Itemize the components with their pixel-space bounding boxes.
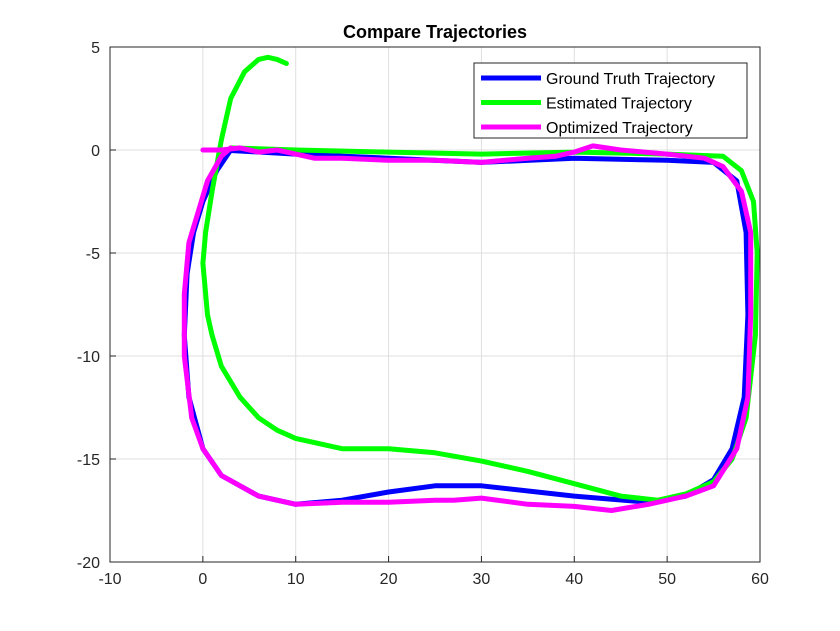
- chart-title: Compare Trajectories: [343, 22, 527, 42]
- x-tick-label: 10: [287, 571, 305, 588]
- x-tick-label: 50: [658, 571, 676, 588]
- y-tick-label: -10: [77, 349, 100, 366]
- y-tick-label: -5: [86, 246, 100, 263]
- series-line-1: [181, 147, 751, 507]
- x-tick-label: 60: [751, 571, 769, 588]
- y-tick-label: 5: [91, 40, 100, 57]
- x-tick-label: 0: [198, 571, 207, 588]
- x-tick-label: 30: [473, 571, 491, 588]
- series-lines: [181, 54, 760, 513]
- tick-labels: -10 0 10 20 30 40 50 60 -20 -15 -10 -5 0 5: [77, 40, 769, 588]
- legend-label: Ground Truth Trajectory: [546, 71, 715, 88]
- legend-label: Optimized Trajectory: [546, 120, 693, 137]
- y-tick-label: 0: [91, 143, 100, 160]
- x-tick-label: -10: [98, 571, 121, 588]
- x-tick-label: 20: [380, 571, 398, 588]
- y-tick-label: -15: [77, 452, 100, 469]
- legend-label: Estimated Trajectory: [546, 96, 692, 113]
- series-line-3: [181, 143, 754, 513]
- y-tick-label: -20: [77, 555, 100, 572]
- axes-box: [109, 46, 761, 563]
- x-tick-label: 40: [565, 571, 583, 588]
- legend: Ground Truth Trajectory Estimated Traject…: [473, 62, 748, 139]
